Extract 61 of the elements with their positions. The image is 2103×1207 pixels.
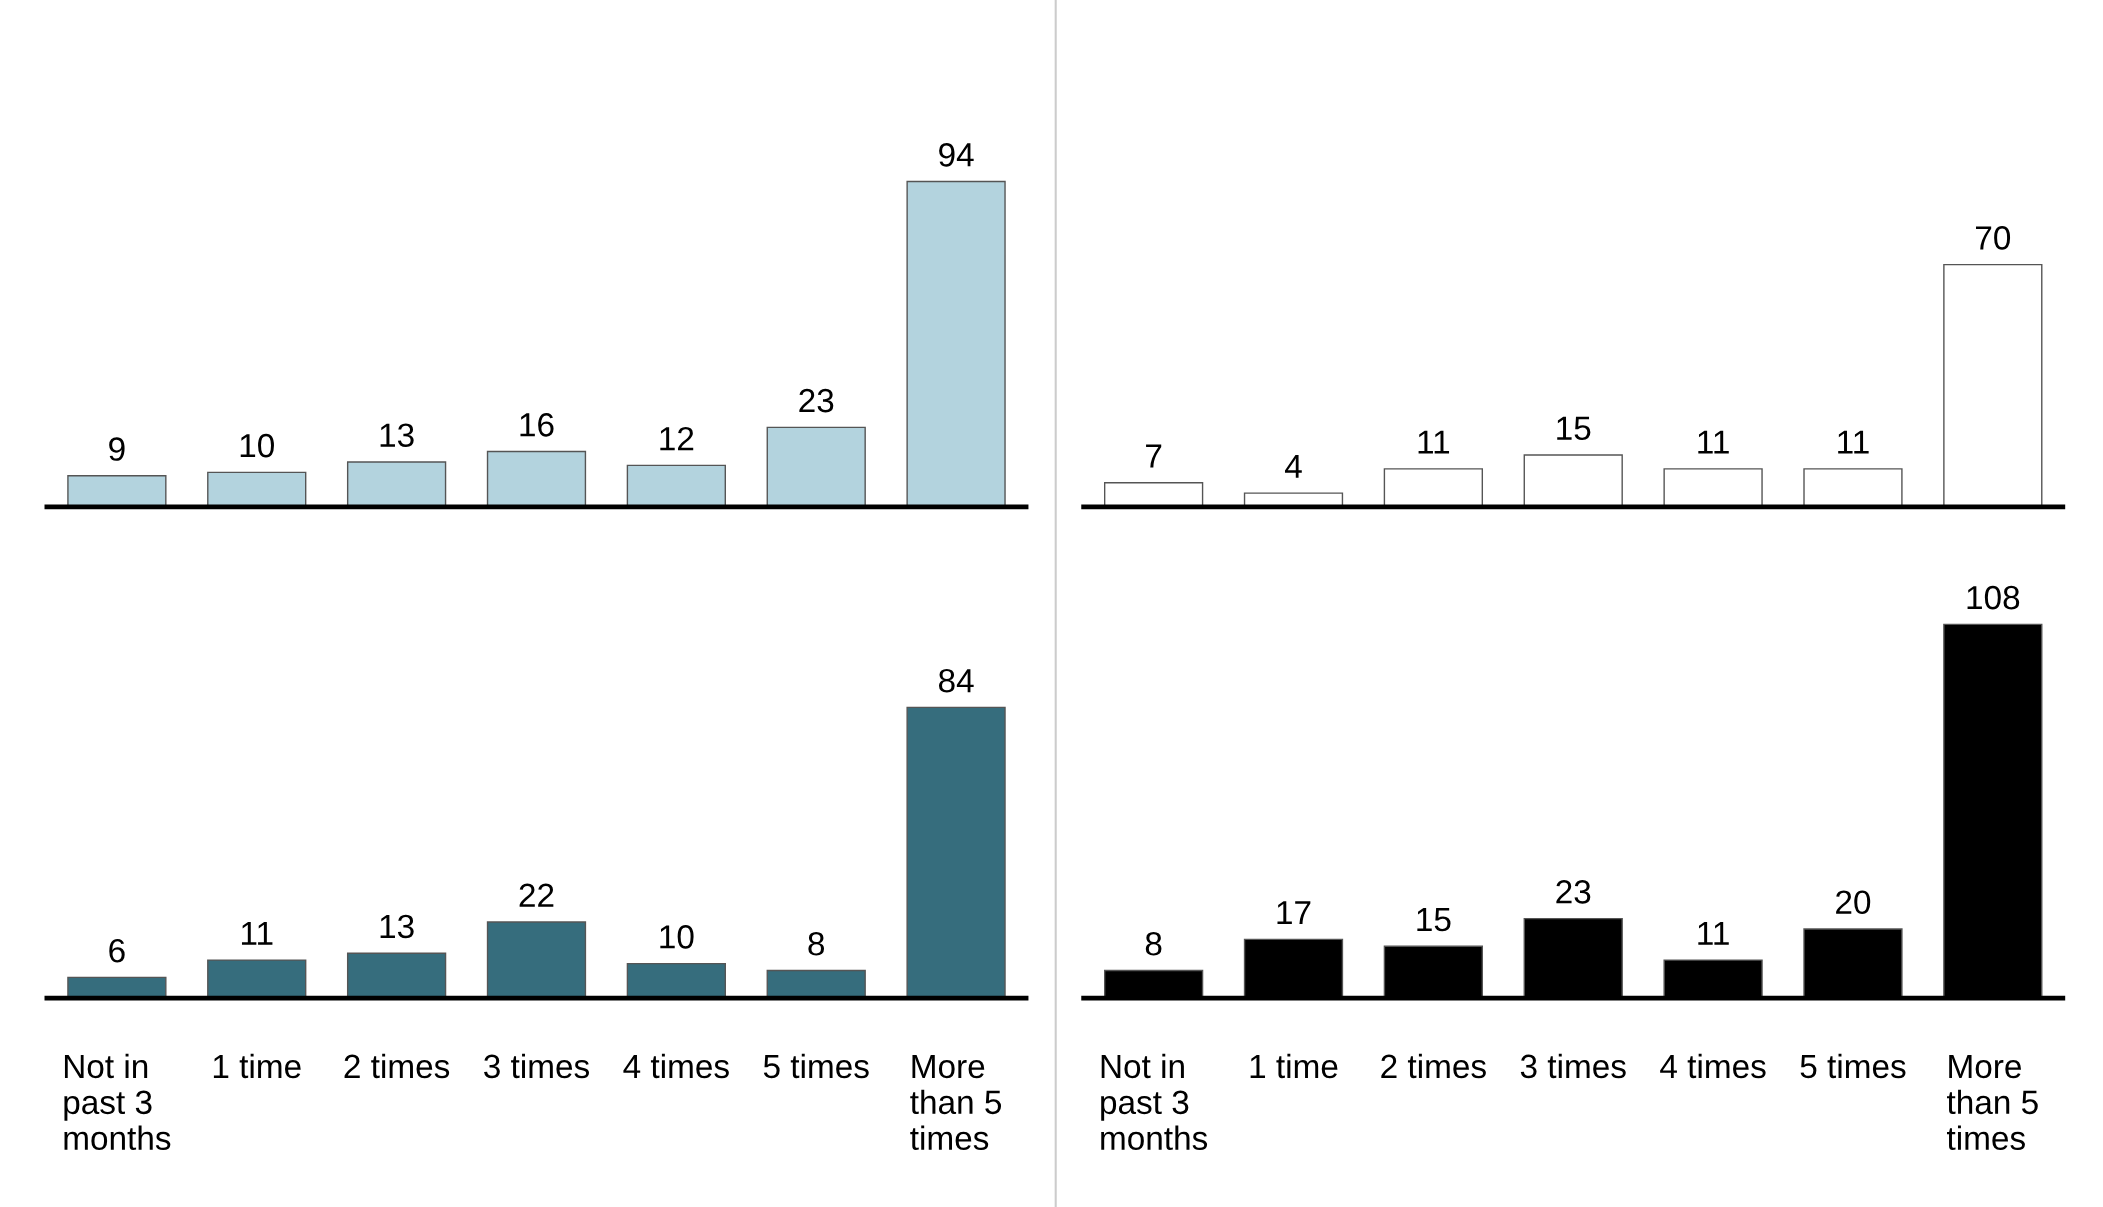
- data-label: 10: [240, 433, 274, 458]
- data-label: 23: [799, 388, 834, 413]
- bar: [1523, 454, 1623, 507]
- data-label: 11: [1838, 430, 1869, 454]
- data-label: 4: [1284, 454, 1302, 478]
- data-label: 22: [519, 883, 554, 907]
- data-label: 15: [1557, 416, 1591, 441]
- x-tick-label: 1 time: [1250, 1053, 1338, 1079]
- data-label: 15: [1417, 908, 1451, 932]
- bar: [486, 921, 587, 999]
- bar: [766, 426, 866, 507]
- data-label: 7: [1146, 444, 1162, 468]
- bar: [626, 962, 726, 999]
- bar: [67, 475, 167, 507]
- x-tick-label: More than 5 times: [1947, 1054, 2038, 1151]
- bar: [626, 464, 726, 507]
- data-label: 11: [241, 921, 273, 945]
- bar: [1943, 263, 2043, 507]
- bar: [1663, 468, 1763, 507]
- x-tick-label: 3 times: [484, 1053, 589, 1079]
- x-tick-label: 2 times: [344, 1053, 450, 1079]
- bar: [1383, 468, 1484, 507]
- data-label: 16: [520, 413, 554, 437]
- bar: [906, 180, 1006, 507]
- x-tick-label: 2 times: [1381, 1053, 1486, 1079]
- x-tick-label: 5 times: [1800, 1053, 1906, 1079]
- bar: [1803, 468, 1903, 507]
- data-label: 13: [380, 423, 414, 448]
- data-label: 10: [660, 925, 694, 949]
- x-tick-label: More than 5 times: [910, 1054, 1002, 1151]
- x-tick-label: 4 times: [623, 1053, 729, 1079]
- bar: [486, 450, 587, 507]
- data-label: 8: [808, 931, 825, 956]
- bar: [207, 959, 307, 999]
- bar: [346, 461, 447, 507]
- x-tick-label: 3 times: [1520, 1053, 1626, 1079]
- data-label: 84: [938, 668, 974, 693]
- data-label: 70: [1976, 226, 2011, 250]
- data-label: 12: [660, 426, 694, 451]
- data-label: 11: [1698, 430, 1729, 454]
- data-label: 13: [380, 914, 414, 939]
- x-tick-label: Not in past 3 months: [64, 1053, 171, 1151]
- data-label: 11: [1698, 921, 1729, 945]
- data-label: 20: [1836, 890, 1871, 915]
- bar: [766, 969, 866, 999]
- data-label: 8: [1145, 931, 1162, 956]
- data-label: 94: [939, 143, 974, 167]
- data-label: 17: [1277, 901, 1311, 925]
- data-label: 6: [109, 938, 125, 963]
- data-label: 11: [1418, 430, 1450, 454]
- data-label: 108: [1967, 585, 2020, 610]
- bar: [346, 952, 447, 999]
- bar: [1103, 482, 1204, 507]
- data-label: 23: [1556, 880, 1591, 904]
- x-tick-label: 4 times: [1660, 1053, 1766, 1079]
- data-label: 9: [109, 437, 125, 461]
- x-tick-label: 1 time: [213, 1053, 301, 1079]
- bar: [906, 706, 1006, 999]
- x-tick-label: 5 times: [763, 1053, 869, 1079]
- x-tick-label: Not in past 3 months: [1101, 1053, 1208, 1151]
- bar: [207, 471, 307, 507]
